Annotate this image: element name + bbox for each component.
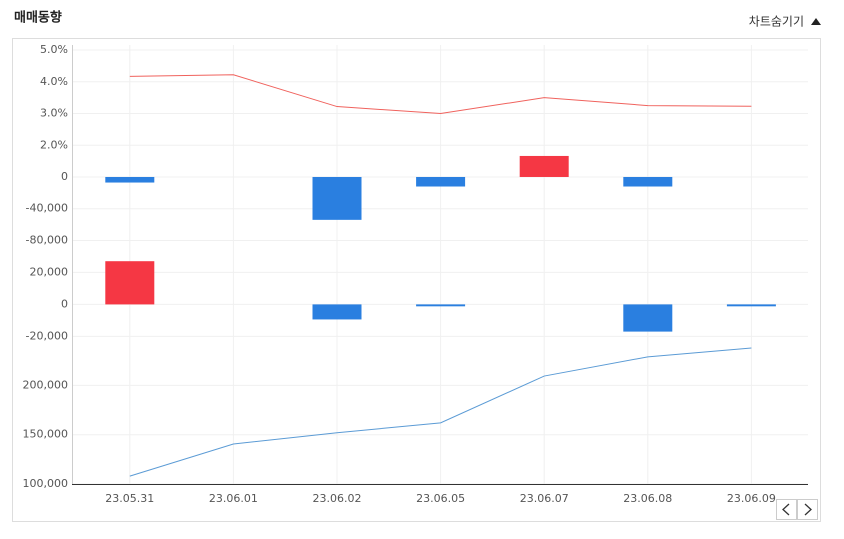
y-tick-label: 4.0% — [40, 75, 68, 88]
x-tick-label: 23.06.07 — [520, 492, 569, 505]
y-tick-label: 5.0% — [40, 43, 68, 56]
section-title: 매매동향 — [14, 10, 62, 26]
x-tick-label: 23.06.01 — [209, 492, 258, 505]
chart-frame — [12, 38, 821, 522]
line — [129, 74, 752, 115]
line — [129, 347, 752, 477]
nav-prev[interactable] — [776, 499, 797, 520]
y-tick-label: 20,000 — [30, 265, 69, 278]
nav-prev-icon[interactable] — [782, 503, 790, 516]
plot: 5.0% 4.0% 3.0% 2.0% 0 -40,000 -80,000 20,000 0 -2… — [23, 43, 808, 505]
x-tick-label: 23.06.09 — [727, 492, 776, 505]
bar — [312, 176, 362, 220]
bar — [105, 261, 155, 305]
y-tick-label: 3.0% — [40, 107, 68, 120]
toggle-icon[interactable] — [811, 18, 821, 25]
toggle-button[interactable]: 차트숨기기 — [749, 15, 821, 29]
bar — [623, 304, 673, 332]
y-tick-label: -20,000 — [26, 329, 68, 342]
y-tick-label: 0 — [61, 170, 68, 183]
y-tick-label: 2.0% — [40, 138, 68, 151]
bar — [623, 176, 673, 187]
nav-prev-button[interactable] — [776, 499, 797, 520]
x-tick-label: 23.05.31 — [105, 492, 154, 505]
bar — [416, 304, 466, 307]
y-tick-label: 150,000 — [23, 428, 69, 441]
bar — [105, 176, 155, 183]
x-tick-label: 23.06.02 — [313, 492, 362, 505]
toggle-label[interactable]: 차트숨기기 — [749, 15, 804, 29]
y-tick-label: 0 — [61, 297, 68, 310]
bar — [519, 155, 569, 177]
x-tick-label: 23.06.08 — [623, 492, 672, 505]
x-tick-label: 23.06.05 — [416, 492, 465, 505]
bar — [726, 304, 776, 307]
y-tick-label: -40,000 — [26, 202, 68, 215]
nav-next-button[interactable] — [797, 499, 818, 520]
bar — [416, 176, 466, 187]
y-tick-label: -80,000 — [26, 233, 68, 246]
bar — [312, 304, 362, 320]
nav-next-icon[interactable] — [804, 503, 812, 516]
y-tick-label: 200,000 — [23, 378, 69, 391]
y-tick-label: 100,000 — [23, 477, 69, 490]
nav-next[interactable] — [797, 499, 818, 520]
